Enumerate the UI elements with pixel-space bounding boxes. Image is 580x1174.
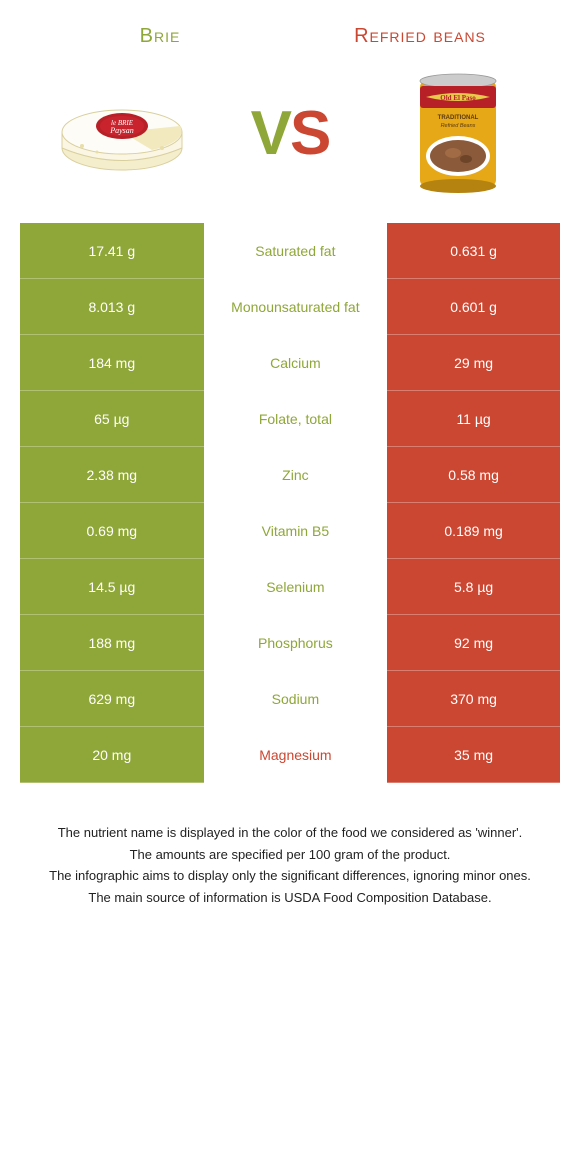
right-value: 0.58 mg [387,447,560,503]
table-row: 65 µgFolate, total11 µg [20,391,560,447]
nutrient-label: Phosphorus [204,615,388,671]
table-row: 184 mgCalcium29 mg [20,335,560,391]
images-row: le BRIE Paysan VS Old El Paso TRADITIONA… [0,58,580,223]
nutrient-label: Vitamin B5 [204,503,388,559]
nutrient-label: Saturated fat [204,223,388,279]
vs-v: V [251,98,290,169]
nutrient-label: Calcium [204,335,388,391]
left-value: 14.5 µg [20,559,204,615]
title-left: Brie [30,25,290,48]
footer-notes: The nutrient name is displayed in the co… [0,783,580,907]
left-food-image: le BRIE Paysan [47,68,197,198]
table-row: 2.38 mgZinc0.58 mg [20,447,560,503]
left-value: 0.69 mg [20,503,204,559]
right-value: 92 mg [387,615,560,671]
brie-cheese-icon: le BRIE Paysan [52,78,192,188]
left-value: 2.38 mg [20,447,204,503]
nutrient-label: Selenium [204,559,388,615]
left-value: 629 mg [20,671,204,727]
left-value: 17.41 g [20,223,204,279]
nutrient-label: Sodium [204,671,388,727]
right-value: 0.601 g [387,279,560,335]
left-value: 65 µg [20,391,204,447]
right-value: 35 mg [387,727,560,783]
vs-s: S [290,98,329,169]
left-value: 20 mg [20,727,204,783]
left-value: 8.013 g [20,279,204,335]
footer-line: The main source of information is USDA F… [30,888,550,908]
left-value: 188 mg [20,615,204,671]
right-value: 370 mg [387,671,560,727]
table-row: 17.41 gSaturated fat0.631 g [20,223,560,279]
vs-label: VS [251,98,330,169]
right-value: 5.8 µg [387,559,560,615]
right-food-image: Old El Paso TRADITIONAL Refried Beans [383,68,533,198]
right-value: 11 µg [387,391,560,447]
footer-line: The nutrient name is displayed in the co… [30,823,550,843]
svg-text:TRADITIONAL: TRADITIONAL [438,115,479,121]
svg-text:Old El Paso: Old El Paso [440,94,476,102]
nutrient-label: Monounsaturated fat [204,279,388,335]
infographic-container: Brie Refried beans le BRIE Paysan VS [0,0,580,1174]
title-row: Brie Refried beans [0,0,580,58]
nutrient-label: Magnesium [204,727,388,783]
refried-beans-can-icon: Old El Paso TRADITIONAL Refried Beans [408,71,508,196]
footer-line: The infographic aims to display only the… [30,866,550,886]
table-row: 14.5 µgSelenium5.8 µg [20,559,560,615]
table-row: 20 mgMagnesium35 mg [20,727,560,783]
nutrient-label: Folate, total [204,391,388,447]
right-value: 0.631 g [387,223,560,279]
footer-line: The amounts are specified per 100 gram o… [30,845,550,865]
table-row: 629 mgSodium370 mg [20,671,560,727]
nutrient-label: Zinc [204,447,388,503]
svg-text:Paysan: Paysan [109,126,134,135]
right-value: 0.189 mg [387,503,560,559]
right-value: 29 mg [387,335,560,391]
title-right: Refried beans [290,25,550,48]
table-row: 8.013 gMonounsaturated fat0.601 g [20,279,560,335]
left-value: 184 mg [20,335,204,391]
comparison-table: 17.41 gSaturated fat0.631 g8.013 gMonoun… [20,223,560,783]
table-row: 0.69 mgVitamin B50.189 mg [20,503,560,559]
svg-text:Refried Beans: Refried Beans [441,123,476,129]
table-row: 188 mgPhosphorus92 mg [20,615,560,671]
